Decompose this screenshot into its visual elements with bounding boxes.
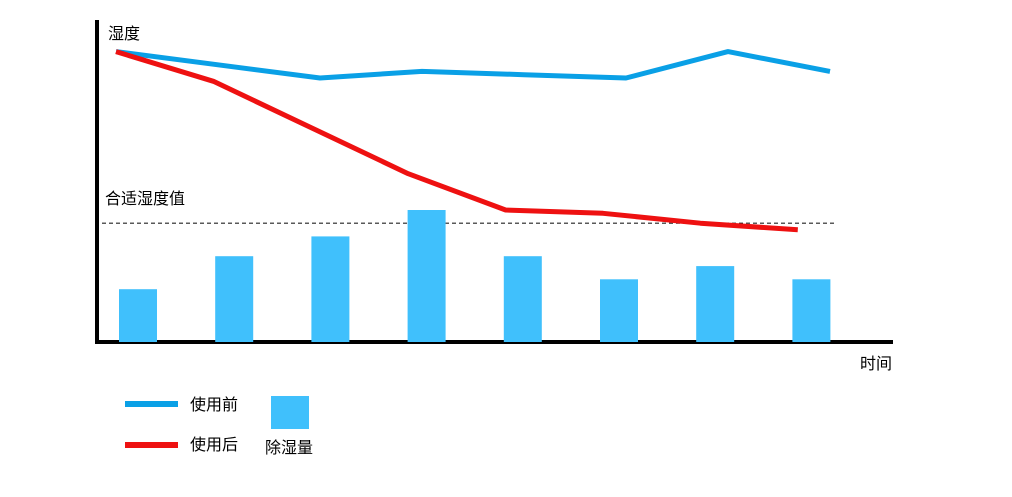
bar-7 bbox=[696, 266, 735, 342]
line-series-2 bbox=[115, 49, 798, 233]
bar-6 bbox=[600, 279, 638, 342]
legend: 使用前 使用后 除湿量 bbox=[125, 395, 313, 457]
legend-label-before: 使用前 bbox=[190, 395, 238, 414]
bar-8 bbox=[792, 279, 831, 342]
legend-label-after: 使用后 bbox=[190, 435, 238, 454]
legend-label-bars: 除湿量 bbox=[265, 438, 313, 457]
line-series-1 bbox=[115, 49, 831, 81]
bar-1 bbox=[119, 289, 157, 342]
x-axis-label: 时间 bbox=[860, 354, 892, 373]
y-axis-label: 湿度 bbox=[108, 24, 140, 43]
bar-3 bbox=[311, 236, 350, 342]
bar-2 bbox=[215, 256, 254, 342]
legend-swatch-bars bbox=[271, 396, 309, 429]
bar-4 bbox=[407, 210, 446, 342]
reference-line-label: 合适湿度值 bbox=[105, 189, 185, 208]
bar-5 bbox=[503, 256, 542, 342]
line-series bbox=[115, 49, 831, 233]
bar-series bbox=[119, 210, 831, 342]
